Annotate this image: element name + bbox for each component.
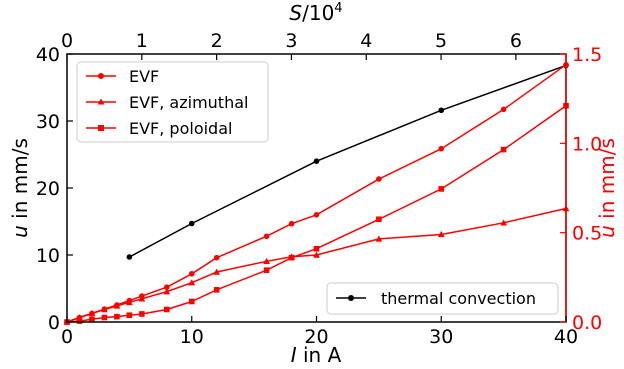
data-point-evf-poloidal [89,316,95,323]
data-point-thermal-convection [438,107,445,114]
legend-label-evf-poloidal: EVF, poloidal [129,119,232,138]
legend-entry-evf-poloidal: EVF, poloidal [86,119,232,138]
data-point-evf [213,254,220,261]
data-point-evf [500,106,507,113]
y-right-tick-label: 0.0 [572,312,602,334]
data-point-evf-poloidal [288,254,295,261]
data-point-evf-poloidal [139,311,145,317]
legend-marker-evf [98,73,104,79]
x-tick-label: 30 [429,326,453,348]
right-axis-title-rest: in mm/s [595,138,619,225]
data-point-evf-poloidal [101,314,108,321]
x-tick-label: 40 [554,326,578,348]
left-axis-title-var: u [8,225,32,238]
data-point-evf-azimuthal [375,235,383,242]
legend-entry-evf-azimuthal: EVF, azimuthal [86,93,248,112]
data-point-thermal-convection [313,158,320,164]
data-point-evf-poloidal [313,245,320,252]
left-axis-title: u in mm/s [8,138,32,238]
data-point-evf-azimuthal [163,288,171,295]
data-point-evf-poloidal [164,306,170,313]
top-x-tick-label: 6 [510,30,522,52]
data-point-evf [288,220,295,227]
data-point-evf-azimuthal [188,279,196,286]
legend-marker-thermal [348,295,354,301]
top-x-tick-label: 2 [211,30,223,52]
y-left-tick-label: 40 [36,44,60,66]
x-tick-label: 20 [304,326,328,348]
data-point-evf-poloidal [263,267,270,273]
right-axis-title: u in mm/s [595,138,619,238]
top-x-tick-label: 4 [360,30,372,52]
data-point-evf-poloidal [438,186,445,192]
data-point-evf [164,284,170,290]
legend-marker-evf-poloidal [98,125,104,131]
data-point-evf [313,212,320,218]
legend-label-evf-azimuthal: EVF, azimuthal [129,93,248,112]
top-axis-title-rest: /10 [302,1,334,25]
data-point-evf [438,145,445,152]
top-axis-title: S/104 [289,1,342,25]
y-right-tick-label: 0.5 [572,223,602,245]
y-right-tick-label: 1.5 [572,44,602,66]
left-axis-title-rest: in mm/s [8,138,32,225]
x-axis-title: I in A [291,343,342,367]
plot-area [63,61,570,325]
data-point-evf-azimuthal [500,219,508,226]
data-point-evf-poloidal [213,287,220,293]
data-point-evf-poloidal [376,216,382,223]
data-point-evf-azimuthal [88,310,96,317]
x-tick-label: 10 [180,326,204,348]
data-point-evf-azimuthal [125,298,133,306]
legend-marker-evf-azimuthal [97,98,105,105]
data-point-evf-azimuthal [101,306,108,313]
x-axis-title-rest: in A [297,343,342,367]
data-point-evf [376,176,382,182]
data-point-evf-poloidal [126,312,133,319]
legend-label-evf: EVF [129,67,159,86]
legend-upper-left: EVF EVF, azimuthal EVF, poloidal [76,61,269,143]
x-axis-title-var: I [291,343,297,367]
data-point-evf-azimuthal [313,251,320,258]
x-tick-label: 0 [61,326,73,348]
data-point-evf-azimuthal [138,295,146,302]
data-point-evf-poloidal [500,146,507,153]
data-point-evf-poloidal [114,313,120,320]
data-point-evf [188,270,195,277]
data-point-thermal-convection [126,254,133,260]
top-x-tick-label: 1 [136,30,148,52]
top-x-tick-label: 5 [435,30,447,52]
legend-lower-right-box [326,282,559,315]
top-x-tick-label: 0 [61,30,73,52]
top-axis-title-exp: 4 [334,1,342,16]
data-point-evf-poloidal [76,318,83,324]
data-point-evf-azimuthal [263,257,270,264]
data-point-evf [263,233,270,240]
y-left-tick-label: 10 [36,245,60,267]
top-axis-title-var: S [289,1,302,25]
right-axis-title-var: u [595,225,619,238]
data-point-evf-poloidal [188,298,195,305]
top-x-tick-label: 3 [285,30,297,52]
legend-lower-right: thermal convection [326,282,559,315]
y-left-tick-label: 0 [48,312,60,334]
y-left-tick-label: 20 [36,178,60,200]
legend-label-thermal: thermal convection [381,289,536,308]
data-point-evf-azimuthal [437,231,445,238]
data-point-thermal-convection [188,220,195,227]
legend-entry-evf: EVF [86,67,159,86]
data-point-evf-azimuthal [213,268,221,275]
legend-upper-left-box [76,61,269,143]
y-left-tick-label: 30 [36,111,60,133]
data-point-evf-azimuthal [113,302,121,309]
y-right-tick-label: 1.0 [572,133,602,155]
